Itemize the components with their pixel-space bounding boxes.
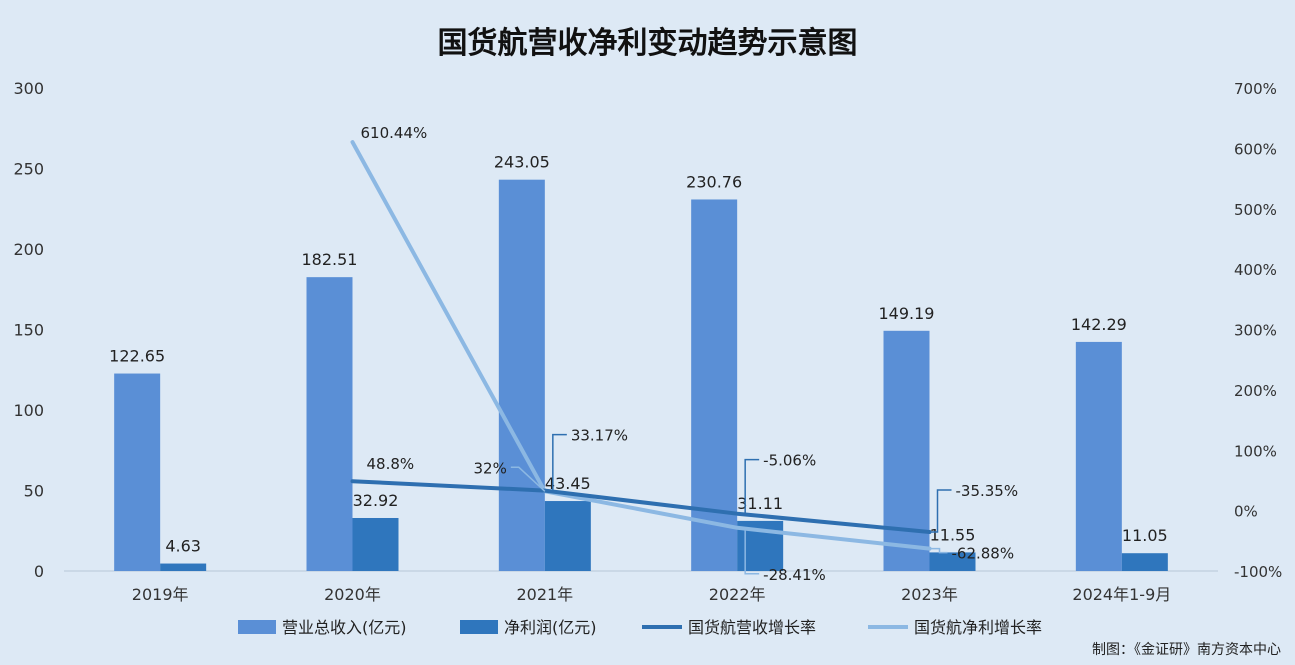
series-line: [350, 140, 932, 551]
legend-label: 净利润(亿元): [504, 618, 597, 637]
legend-swatch: [238, 620, 276, 634]
x-tick-label: 2019年: [132, 585, 189, 604]
bar: [691, 199, 738, 572]
y-right-tick-label: 400%: [1234, 261, 1277, 279]
bar: [1075, 341, 1122, 571]
bar-data-label: 11.05: [1122, 526, 1168, 545]
bar-data-label: 31.11: [737, 494, 783, 513]
x-tick-label: 2020年: [324, 585, 381, 604]
bar: [929, 552, 976, 571]
y-left-tick-label: 200: [13, 240, 44, 259]
legend-swatch: [460, 620, 498, 634]
x-tick-label: 2024年1-9月: [1072, 585, 1171, 604]
bar-data-label: 149.19: [879, 304, 935, 323]
chart-title: 国货航营收净利变动趋势示意图: [437, 26, 858, 61]
bar: [1121, 553, 1168, 571]
line-data-label: 32%: [473, 459, 506, 477]
bar: [498, 179, 545, 571]
bar-data-label: 142.29: [1071, 315, 1127, 334]
bar-data-label: 243.05: [494, 153, 550, 172]
bar-data-label: 32.92: [353, 491, 399, 510]
line-data-label: 610.44%: [361, 124, 428, 142]
legend-label: 国货航营收增长率: [688, 618, 816, 637]
line-data-label: -28.41%: [763, 566, 826, 584]
legend-label: 营业总收入(亿元): [282, 618, 407, 637]
x-tick-label: 2021年: [516, 585, 573, 604]
data-label-leader: [929, 489, 952, 533]
series-line: [350, 479, 932, 534]
data-label-leader: [510, 466, 546, 492]
y-right-tick-label: 100%: [1234, 442, 1277, 460]
x-tick-label: 2023年: [901, 585, 958, 604]
y-right-tick-label: 300%: [1234, 322, 1277, 340]
data-label-leader: [737, 527, 760, 575]
x-tick-label: 2022年: [709, 585, 766, 604]
data-label-leader: [544, 433, 567, 492]
source-note: 制图：《金证研》南方资本中心: [1092, 642, 1281, 658]
y-right-tick-label: 500%: [1234, 201, 1277, 219]
line-data-label: -5.06%: [763, 452, 816, 470]
bar: [306, 277, 353, 571]
data-label-leader: [929, 547, 948, 554]
y-right-tick-label: 200%: [1234, 382, 1277, 400]
y-left-tick-label: 250: [13, 160, 44, 179]
line-data-label: -62.88%: [952, 545, 1015, 563]
y-left-tick-label: 50: [24, 482, 44, 501]
y-left-tick-label: 300: [13, 79, 44, 98]
bar-data-label: 230.76: [686, 172, 742, 191]
y-left-tick-label: 150: [13, 321, 44, 340]
line-data-label: 48.8%: [367, 455, 415, 473]
bar: [883, 330, 930, 571]
bar: [160, 563, 207, 571]
bar-data-label: 122.65: [109, 347, 165, 366]
y-right-tick-label: -100%: [1234, 563, 1282, 581]
bar-data-label: 11.55: [930, 525, 976, 544]
bar-data-label: 182.51: [302, 250, 358, 269]
bar-data-label: 4.63: [165, 537, 201, 556]
legend-label: 国货航净利增长率: [914, 618, 1042, 637]
y-left-tick-label: 0: [34, 562, 44, 581]
data-label-leader: [737, 458, 760, 515]
y-left-tick-label: 100: [13, 401, 44, 420]
bar-data-label: 43.45: [545, 474, 591, 493]
bar: [352, 517, 399, 571]
line-data-label: -35.35%: [956, 482, 1019, 500]
y-right-tick-label: 700%: [1234, 80, 1277, 98]
line-data-label: 33.17%: [571, 427, 628, 445]
bar: [544, 501, 591, 571]
bar: [114, 373, 161, 571]
y-right-tick-label: 0%: [1234, 503, 1258, 521]
y-right-tick-label: 600%: [1234, 140, 1277, 158]
